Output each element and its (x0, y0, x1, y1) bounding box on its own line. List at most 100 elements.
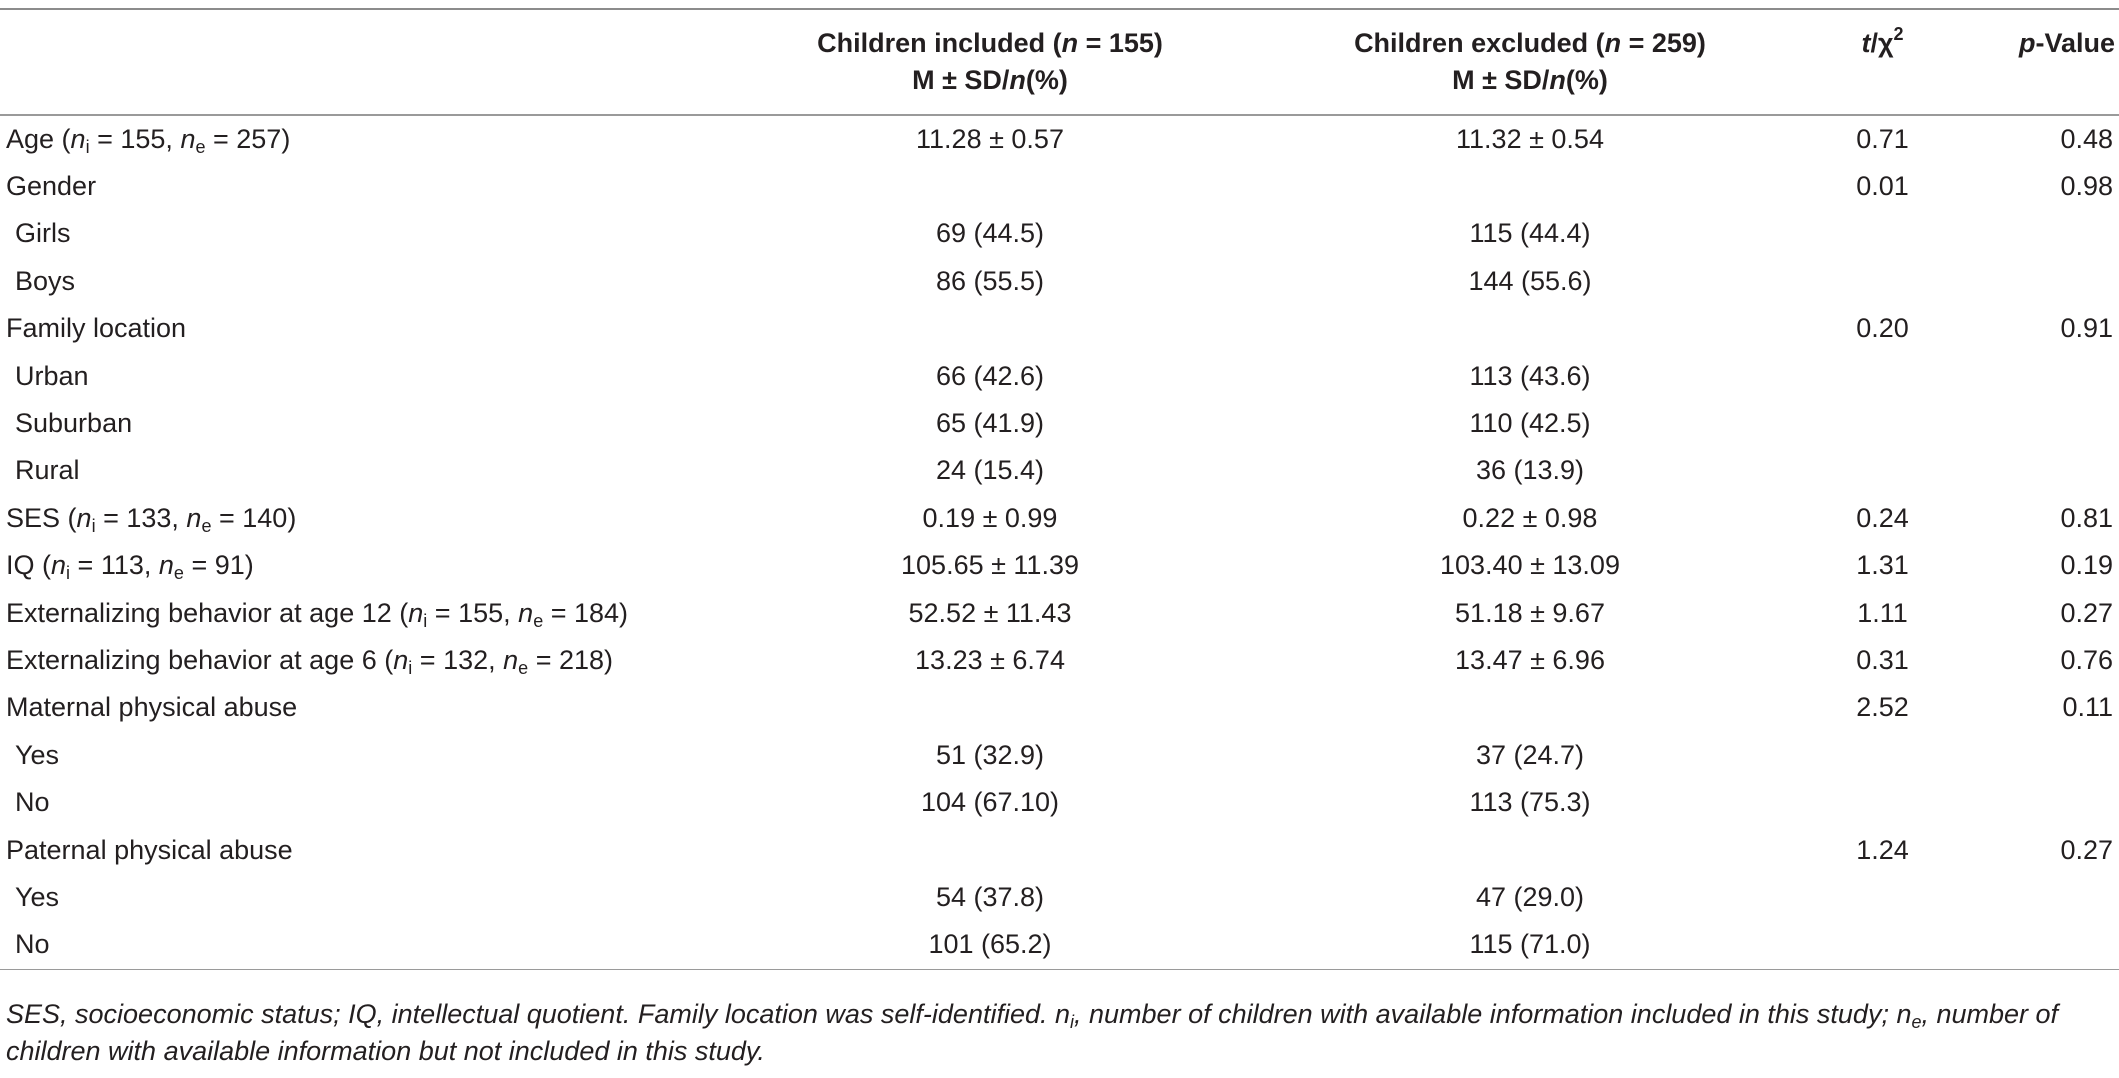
row-label: IQ (ni = 113, ne = 91) (6, 550, 254, 584)
table-row: Externalizing behavior at age 6 (ni = 13… (0, 637, 2119, 684)
header-included: Children included (n = 155) M ± SD/n(%) (817, 28, 1163, 95)
included-value: 24 (15.4) (935, 455, 1045, 486)
test-value: 2.52 (1856, 692, 1909, 723)
included-value: 66 (42.6) (935, 360, 1045, 391)
excluded-value (1260, 305, 1800, 352)
p-value (1965, 352, 2119, 399)
table-row: Maternal physical abuse 2.52 0.11 (0, 684, 2119, 731)
included-value: 54 (37.8) (935, 881, 1045, 912)
test-value: 0.20 (1856, 313, 1909, 344)
p-value (1965, 400, 2119, 447)
table-footnote: SES, socioeconomic status; IQ, intellect… (6, 999, 2059, 1066)
row-label: No (15, 929, 50, 960)
included-value: 101 (65.2) (928, 929, 1052, 960)
included-value (720, 163, 1260, 210)
p-value: 0.19 (2060, 550, 2113, 581)
table-row: No 104 (67.10) 113 (75.3) (0, 779, 2119, 826)
table-row: Age (ni = 155, ne = 257) 11.28 ± 0.57 11… (0, 116, 2119, 163)
table-row: Girls 69 (44.5) 115 (44.4) (0, 210, 2119, 257)
excluded-value: 113 (43.6) (1469, 360, 1591, 391)
test-value (1800, 210, 1965, 257)
row-label: Urban (15, 360, 89, 391)
row-label: No (15, 787, 50, 818)
included-value: 52.52 ± 11.43 (908, 597, 1072, 628)
test-value (1800, 732, 1965, 779)
test-value: 0.31 (1856, 644, 1909, 675)
p-value (1965, 447, 2119, 494)
p-value (1965, 258, 2119, 305)
row-label: Boys (15, 265, 76, 296)
p-value: 0.11 (2062, 692, 2113, 723)
excluded-value: 144 (55.6) (1468, 265, 1592, 296)
p-value: 0.76 (2060, 644, 2113, 675)
excluded-value: 115 (44.4) (1469, 218, 1591, 249)
row-label: Paternal physical abuse (6, 834, 293, 865)
test-value: 1.31 (1856, 550, 1909, 581)
data-table-container: Children included (n = 155) M ± SD/n(%) … (0, 8, 2119, 971)
test-value (1800, 874, 1965, 921)
row-label: Externalizing behavior at age 12 (ni = 1… (6, 597, 629, 631)
header-test-statistic: t/χ2 (1861, 24, 1904, 58)
row-label: Suburban (15, 408, 133, 439)
row-label: Girls (15, 218, 71, 249)
comparison-table: Children included (n = 155) M ± SD/n(%) … (0, 10, 2119, 969)
row-label: SES (ni = 133, ne = 140) (6, 502, 297, 536)
test-value: 0.01 (1856, 171, 1909, 202)
row-label: Yes (15, 881, 60, 912)
p-value (1965, 210, 2119, 257)
excluded-value: 37 (24.7) (1475, 739, 1585, 770)
row-label: Gender (6, 171, 97, 202)
row-label: Rural (15, 455, 80, 486)
test-value (1800, 779, 1965, 826)
included-value: 0.19 ± 0.99 (922, 502, 1058, 533)
table-row: Externalizing behavior at age 12 (ni = 1… (0, 589, 2119, 636)
p-value (1965, 874, 2119, 921)
excluded-value: 113 (75.3) (1469, 787, 1591, 818)
included-value: 65 (41.9) (935, 408, 1045, 439)
bottom-rule (0, 968, 2119, 971)
p-value: 0.81 (2060, 502, 2113, 533)
test-value (1800, 921, 1965, 968)
included-value: 86 (55.5) (935, 265, 1045, 296)
table-row: Gender 0.01 0.98 (0, 163, 2119, 210)
excluded-value: 103.40 ± 13.09 (1440, 550, 1620, 581)
included-value: 51 (32.9) (935, 739, 1045, 770)
table-row: Paternal physical abuse 1.24 0.27 (0, 826, 2119, 873)
row-label: Maternal physical abuse (6, 692, 298, 723)
included-value: 69 (44.5) (935, 218, 1045, 249)
excluded-value (1260, 684, 1800, 731)
p-value: 0.98 (2060, 171, 2113, 202)
excluded-value (1260, 163, 1800, 210)
included-value: 13.23 ± 6.74 (915, 644, 1065, 675)
row-label: Externalizing behavior at age 6 (ni = 13… (6, 644, 614, 678)
test-value (1800, 258, 1965, 305)
table-row: SES (ni = 133, ne = 140) 0.19 ± 0.99 0.2… (0, 495, 2119, 542)
test-value: 1.11 (1857, 597, 1908, 628)
p-value: 0.91 (2060, 313, 2113, 344)
test-value (1800, 400, 1965, 447)
included-value (720, 684, 1260, 731)
p-value (1965, 921, 2119, 968)
test-value: 0.71 (1856, 123, 1909, 154)
test-value: 1.24 (1856, 834, 1909, 865)
excluded-value: 11.32 ± 0.54 (1456, 123, 1604, 154)
included-value (720, 305, 1260, 352)
p-value: 0.27 (2060, 597, 2113, 628)
excluded-value (1260, 826, 1800, 873)
top-rule (0, 8, 2119, 10)
row-label: Family location (6, 313, 187, 344)
included-value: 104 (67.10) (920, 787, 1060, 818)
p-value: 0.27 (2060, 834, 2113, 865)
header-row: Children included (n = 155) M ± SD/n(%) … (0, 10, 2119, 114)
table-row: Yes 54 (37.8) 47 (29.0) (0, 874, 2119, 921)
header-excluded: Children excluded (n = 259) M ± SD/n(%) (1354, 28, 1706, 95)
excluded-value: 36 (13.9) (1475, 455, 1585, 486)
p-value (1965, 779, 2119, 826)
row-label: Yes (15, 739, 60, 770)
table-row: Family location 0.20 0.91 (0, 305, 2119, 352)
table-row: IQ (ni = 113, ne = 91) 105.65 ± 11.39 10… (0, 542, 2119, 589)
excluded-value: 110 (42.5) (1469, 408, 1591, 439)
test-value (1800, 352, 1965, 399)
included-value: 11.28 ± 0.57 (916, 123, 1064, 154)
included-value: 105.65 ± 11.39 (901, 550, 1079, 581)
